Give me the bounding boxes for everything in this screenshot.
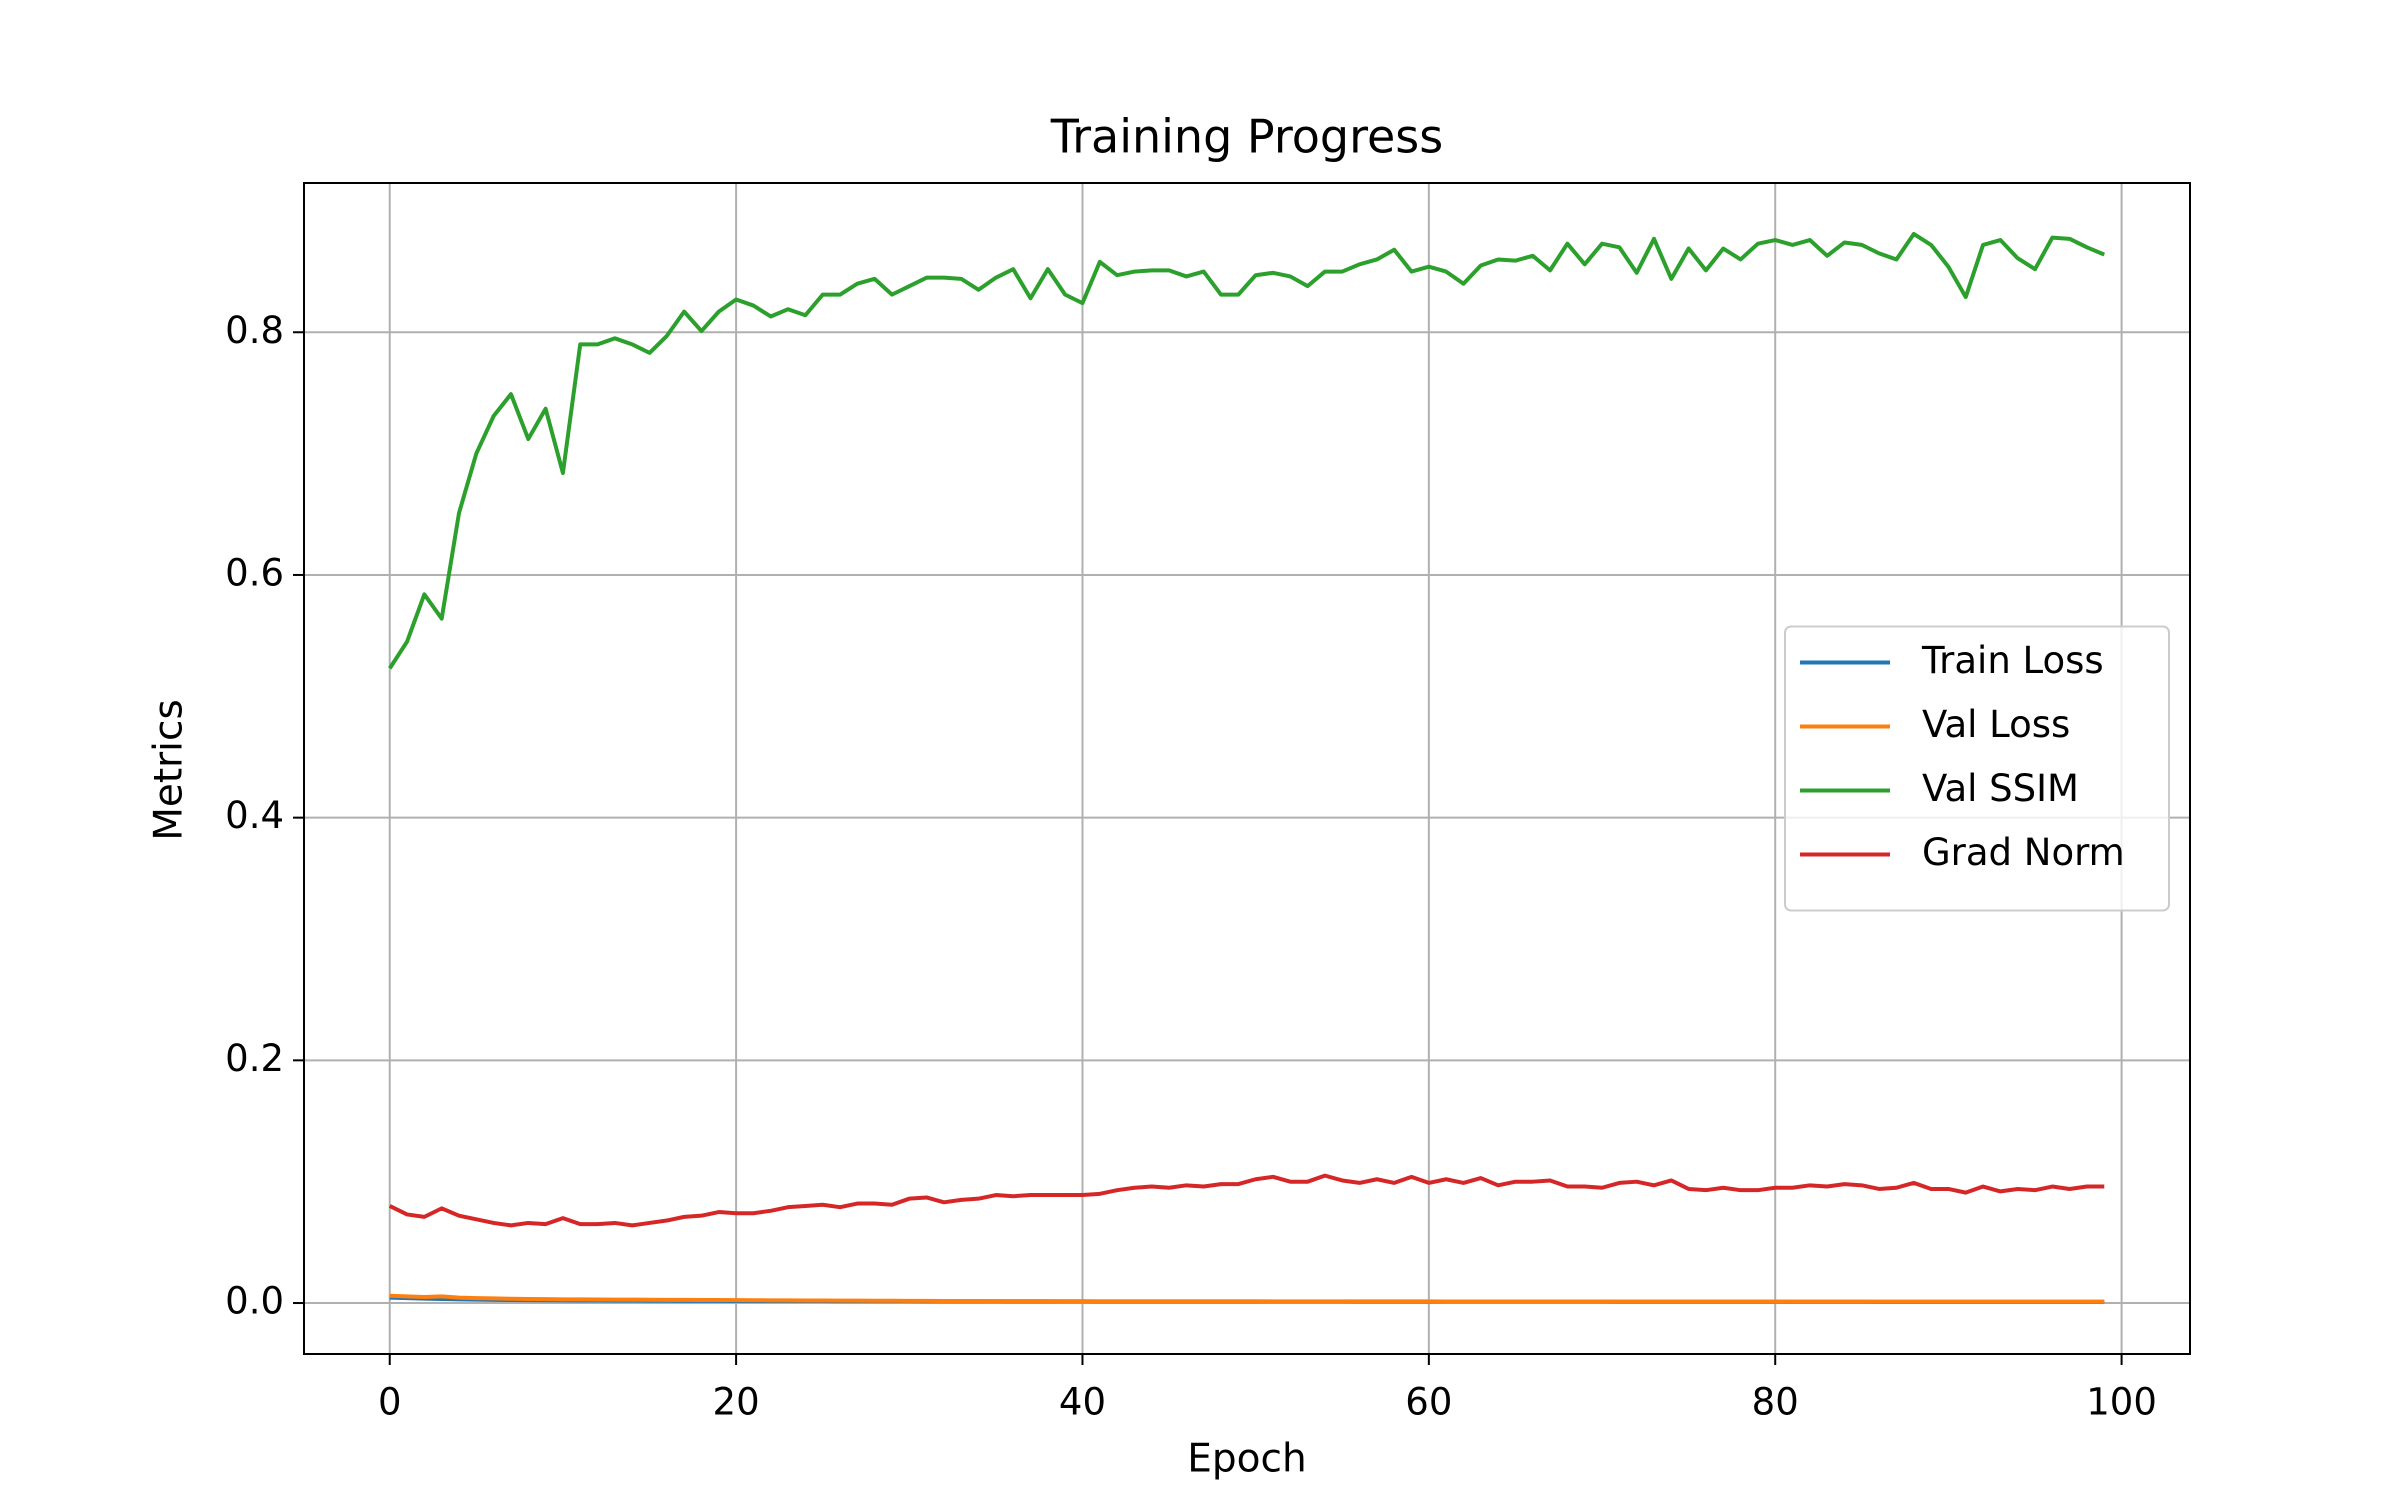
legend-label: Grad Norm: [1922, 831, 2125, 874]
x-tick-label: 40: [1059, 1381, 1106, 1424]
x-tick-label: 20: [713, 1381, 760, 1424]
legend: Train Loss Val Loss Val SSIM Grad Norm: [1784, 625, 2170, 912]
x-tick-label: 100: [2086, 1381, 2157, 1424]
y-tick-label: 0.2: [225, 1037, 284, 1080]
x-tick-label: 0: [378, 1381, 402, 1424]
x-tick-label: 60: [1405, 1381, 1452, 1424]
x-axis-label: Epoch: [1187, 1437, 1306, 1482]
series-line: [389, 1293, 2105, 1304]
chart-title: Training Progress: [1050, 110, 1443, 164]
series-line: [388, 231, 2106, 670]
y-tick-label: 0.4: [225, 794, 284, 837]
y-tick-label: 0.0: [225, 1280, 284, 1323]
legend-label: Val Loss: [1922, 703, 2070, 746]
series-line: [388, 1173, 2105, 1228]
legend-label: Train Loss: [1921, 639, 2104, 682]
y-tick-label: 0.8: [225, 309, 284, 352]
y-tick-label: 0.6: [225, 551, 284, 594]
x-tick-label: 80: [1752, 1381, 1799, 1424]
plot-frame: [303, 182, 2191, 1355]
legend-label: Val SSIM: [1922, 767, 2079, 810]
y-axis-label: Metrics: [147, 699, 192, 841]
legend-box: [1784, 625, 2170, 912]
